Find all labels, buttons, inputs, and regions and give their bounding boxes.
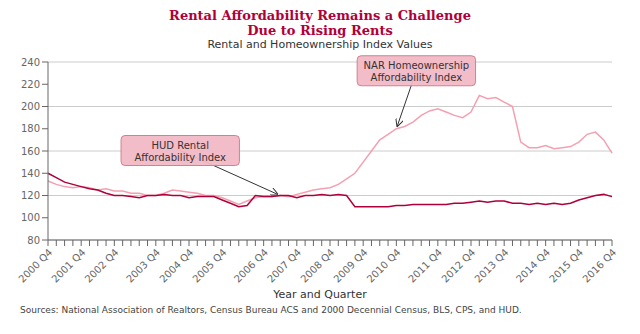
html-text:Year and Quarter: Year and Quarter — [273, 288, 367, 301]
svg-text:2016 Q4: 2016 Q4 — [580, 247, 618, 285]
svg-text:80: 80 — [27, 235, 40, 246]
svg-text:2010 Q4: 2010 Q4 — [365, 247, 403, 285]
svg-text:2015 Q4: 2015 Q4 — [547, 247, 585, 285]
html-text:Rental and Homeownership Index: Rental and Homeownership Index Values — [207, 38, 433, 51]
svg-text:2012 Q4: 2012 Q4 — [439, 247, 477, 285]
svg-text:240: 240 — [21, 57, 40, 68]
svg-text:NAR HomeownershipAffordability: NAR HomeownershipAffordability Index — [364, 60, 470, 83]
svg-text:2003 Q4: 2003 Q4 — [124, 247, 162, 285]
svg-text:2004 Q4: 2004 Q4 — [157, 247, 195, 285]
svg-text:120: 120 — [21, 190, 40, 201]
svg-text:2005 Q4: 2005 Q4 — [191, 247, 229, 285]
svg-text:220: 220 — [21, 79, 40, 90]
svg-text:2009 Q4: 2009 Q4 — [332, 247, 370, 285]
html-text:Sources: National Association: Sources: National Association of Realtor… — [20, 305, 522, 315]
svg-text:2011 Q4: 2011 Q4 — [406, 247, 444, 285]
svg-text:100: 100 — [21, 212, 40, 223]
svg-text:HUD RentalAffordability Index: HUD RentalAffordability Index — [134, 140, 226, 163]
svg-text:2014 Q4: 2014 Q4 — [514, 247, 552, 285]
svg-text:2002 Q4: 2002 Q4 — [83, 247, 121, 285]
svg-text:200: 200 — [21, 101, 40, 112]
svg-text:2008 Q4: 2008 Q4 — [298, 247, 336, 285]
svg-text:2001 Q4: 2001 Q4 — [50, 247, 88, 285]
svg-text:2013 Q4: 2013 Q4 — [473, 247, 511, 285]
svg-text:2000 Q4: 2000 Q4 — [16, 247, 54, 285]
html-text:Rental Affordability Remains a: Rental Affordability Remains a Challenge… — [169, 8, 471, 38]
svg-text:180: 180 — [21, 123, 40, 134]
svg-text:2007 Q4: 2007 Q4 — [265, 247, 303, 285]
svg-text:2006 Q4: 2006 Q4 — [232, 247, 270, 285]
svg-text:140: 140 — [21, 168, 40, 179]
svg-text:160: 160 — [21, 146, 40, 157]
